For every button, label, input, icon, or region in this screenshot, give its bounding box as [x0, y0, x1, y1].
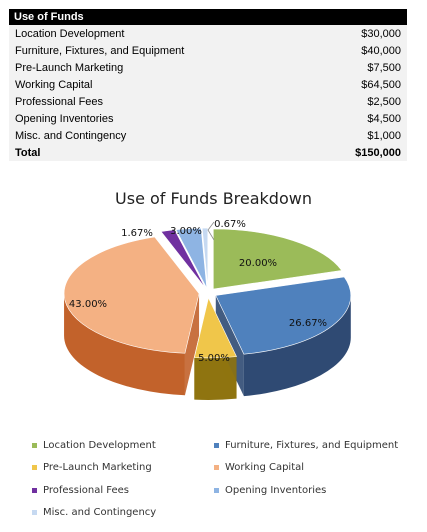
legend-item: Professional Fees — [32, 485, 129, 496]
legend-item: Opening Inventories — [214, 485, 326, 496]
pie-slice-2 — [193, 297, 237, 359]
data-label-5: 3.00% — [170, 226, 202, 237]
legend-item: Furniture, Fixtures, and Equipment — [214, 440, 398, 451]
pie-side-1 — [243, 295, 351, 397]
use-of-funds-table: Use of Funds Location Development $30,00… — [9, 9, 407, 161]
legend-swatch — [32, 443, 37, 448]
row-value: $1,000 — [367, 129, 401, 142]
pie-slice-6 — [201, 227, 209, 289]
legend-label: Pre-Launch Marketing — [43, 462, 152, 473]
total-label: Total — [15, 146, 41, 159]
row-value: $40,000 — [361, 44, 401, 57]
row-label: Working Capital — [15, 78, 93, 91]
legend-item: Working Capital — [214, 462, 304, 473]
legend-swatch — [214, 488, 219, 493]
legend-label: Professional Fees — [43, 485, 129, 496]
legend-label: Location Development — [43, 440, 156, 451]
table-total-row: Total $150,000 — [9, 144, 407, 161]
table-header: Use of Funds — [9, 9, 407, 25]
pie-side-3 — [64, 293, 185, 396]
legend-swatch — [32, 510, 37, 515]
row-value: $2,500 — [367, 95, 401, 108]
data-label-3: 43.00% — [69, 299, 107, 310]
total-value: $150,000 — [355, 146, 401, 159]
legend-label: Working Capital — [225, 462, 305, 473]
legend-swatch — [214, 465, 219, 470]
data-label-1: 26.67% — [289, 318, 327, 329]
legend-swatch — [32, 488, 37, 493]
chart-title: Use of Funds Breakdown — [115, 189, 312, 208]
data-label-0: 20.00% — [239, 258, 277, 269]
table-row: Location Development $30,000 — [9, 25, 407, 42]
leader-line — [207, 221, 215, 241]
pie-edge-3-0 — [184, 293, 200, 396]
row-label: Opening Inventories — [15, 112, 114, 125]
pie-slice-1 — [215, 276, 352, 355]
row-label: Misc. and Contingency — [15, 129, 127, 142]
table-row: Working Capital $64,500 — [9, 76, 407, 93]
row-label: Professional Fees — [15, 95, 104, 108]
row-value: $7,500 — [367, 61, 401, 74]
legend-item: Location Development — [32, 440, 156, 451]
pie-slice-0 — [212, 228, 343, 290]
table-row: Professional Fees $2,500 — [9, 93, 407, 110]
legend-label: Misc. and Contingency — [43, 507, 157, 518]
table-row: Opening Inventories $4,500 — [9, 110, 407, 127]
table-row: Furniture, Fixtures, and Equipment $40,0… — [9, 42, 407, 59]
row-value: $30,000 — [361, 27, 401, 40]
legend-label: Furniture, Fixtures, and Equipment — [225, 440, 399, 451]
table-row: Misc. and Contingency $1,000 — [9, 127, 407, 144]
pie-slice-5 — [175, 227, 208, 289]
row-label: Furniture, Fixtures, and Equipment — [15, 44, 185, 57]
row-label: Location Development — [15, 27, 125, 40]
legend-swatch — [32, 465, 37, 470]
pie-slice-4 — [160, 229, 206, 289]
legend-item: Misc. and Contingency — [32, 507, 156, 518]
row-value: $64,500 — [361, 78, 401, 91]
legend-label: Opening Inventories — [225, 485, 327, 496]
legend-swatch — [214, 443, 219, 448]
row-label: Pre-Launch Marketing — [15, 61, 124, 74]
data-label-6: 0.67% — [214, 219, 246, 230]
table-row: Pre-Launch Marketing $7,500 — [9, 59, 407, 76]
data-label-2: 5.00% — [198, 353, 230, 364]
legend-item: Pre-Launch Marketing — [32, 462, 152, 473]
pie-slice-3 — [63, 236, 200, 354]
data-label-4: 1.67% — [121, 228, 153, 239]
row-value: $4,500 — [367, 112, 401, 125]
